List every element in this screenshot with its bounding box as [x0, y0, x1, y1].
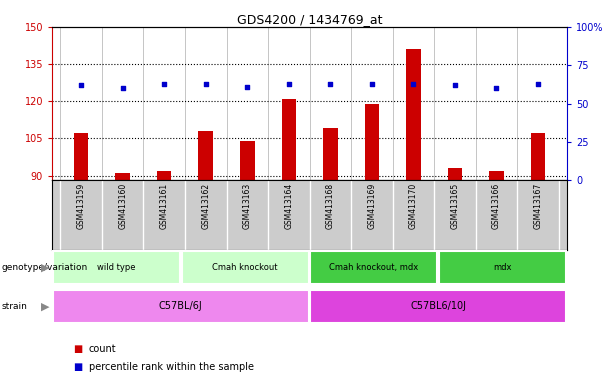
Text: strain: strain [1, 302, 27, 311]
Text: ▶: ▶ [40, 263, 49, 273]
Bar [531, 133, 545, 180]
Bar [240, 141, 254, 180]
Bar [323, 129, 338, 180]
Text: GSM413170: GSM413170 [409, 182, 418, 229]
Bar [310, 252, 438, 284]
Text: GSM413160: GSM413160 [118, 182, 128, 229]
Text: GSM413168: GSM413168 [326, 182, 335, 229]
Text: GSM413167: GSM413167 [533, 182, 543, 229]
Point [242, 84, 252, 90]
Point [326, 81, 335, 87]
Bar [181, 252, 309, 284]
Bar [115, 173, 130, 180]
Point [118, 85, 128, 91]
Text: ■: ■ [74, 362, 83, 372]
Text: GSM413162: GSM413162 [201, 182, 210, 229]
Bar [439, 252, 566, 284]
Text: GSM413169: GSM413169 [367, 182, 376, 229]
Text: ▶: ▶ [40, 301, 49, 311]
Point [533, 81, 543, 87]
Point [367, 81, 377, 87]
Point [76, 82, 86, 88]
Point [450, 82, 460, 88]
Text: C57BL6/10J: C57BL6/10J [410, 301, 466, 311]
Bar [489, 170, 504, 180]
Bar [74, 133, 88, 180]
Text: Cmah knockout: Cmah knockout [213, 263, 278, 271]
Bar [157, 170, 172, 180]
Bar [406, 49, 421, 180]
Point [408, 81, 418, 87]
Text: GSM413161: GSM413161 [160, 182, 169, 229]
Text: mdx: mdx [493, 263, 512, 271]
Bar [53, 290, 309, 323]
Point [284, 81, 294, 87]
Bar [365, 104, 379, 180]
Point [159, 81, 169, 87]
Title: GDS4200 / 1434769_at: GDS4200 / 1434769_at [237, 13, 383, 26]
Text: Cmah knockout, mdx: Cmah knockout, mdx [329, 263, 419, 271]
Text: GSM413159: GSM413159 [77, 182, 86, 229]
Bar [199, 131, 213, 180]
Text: GSM413166: GSM413166 [492, 182, 501, 229]
Text: ■: ■ [74, 344, 83, 354]
Text: C57BL/6J: C57BL/6J [159, 301, 203, 311]
Point [492, 85, 501, 91]
Bar [53, 252, 180, 284]
Text: count: count [89, 344, 116, 354]
Text: GSM413163: GSM413163 [243, 182, 252, 229]
Point [201, 81, 211, 87]
Text: genotype/variation: genotype/variation [1, 263, 88, 272]
Text: GSM413165: GSM413165 [451, 182, 459, 229]
Bar [310, 290, 566, 323]
Text: percentile rank within the sample: percentile rank within the sample [89, 362, 254, 372]
Bar [281, 99, 296, 180]
Text: wild type: wild type [97, 263, 135, 271]
Text: GSM413164: GSM413164 [284, 182, 293, 229]
Bar [447, 168, 462, 180]
